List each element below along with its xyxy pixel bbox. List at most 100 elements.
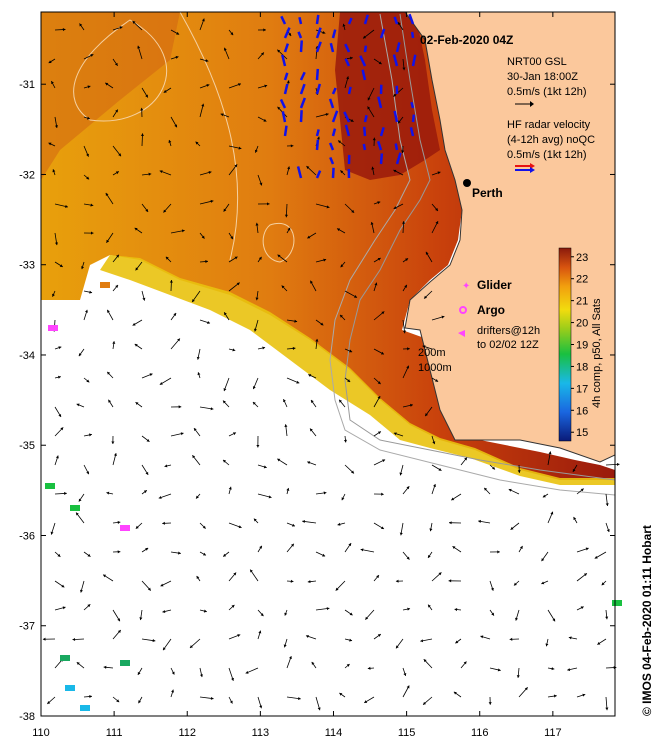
current-arrowhead bbox=[52, 293, 55, 297]
current-arrowhead bbox=[236, 282, 240, 286]
current-arrowhead bbox=[76, 403, 80, 407]
current-arrowhead bbox=[316, 136, 320, 140]
current-arrowhead bbox=[606, 529, 610, 533]
current-arrowhead bbox=[349, 638, 353, 642]
current-arrowhead bbox=[325, 112, 329, 116]
current-arrowhead bbox=[435, 379, 439, 382]
sst-cool-edge bbox=[100, 255, 615, 485]
current-arrowhead bbox=[114, 62, 118, 66]
current-arrowhead bbox=[497, 668, 501, 672]
current-arrowhead bbox=[90, 54, 94, 57]
current-arrowhead bbox=[90, 231, 94, 235]
current-arrowhead bbox=[347, 379, 351, 382]
radar-arrow bbox=[328, 142, 335, 151]
current-arrowhead bbox=[103, 574, 107, 578]
current-arrowhead bbox=[585, 547, 589, 551]
colorbar-tick-label: 22 bbox=[576, 274, 588, 286]
current-arrowhead bbox=[201, 103, 205, 107]
current-arrowhead bbox=[406, 365, 410, 369]
current-arrowhead bbox=[148, 172, 152, 176]
lon-tick-label: 112 bbox=[178, 727, 196, 739]
current-arrowhead bbox=[54, 125, 58, 128]
current-arrowhead bbox=[399, 532, 403, 536]
current-arrowhead bbox=[310, 428, 313, 432]
current-arrowhead bbox=[137, 671, 141, 675]
sst-left-warm bbox=[41, 12, 180, 180]
sst-isotherm bbox=[262, 222, 295, 263]
lat-tick-label: -31 bbox=[19, 79, 35, 91]
current-arrowhead bbox=[178, 405, 182, 409]
current-arrowhead bbox=[451, 497, 455, 501]
current-arrowhead bbox=[89, 290, 93, 294]
current-arrowhead bbox=[230, 236, 233, 240]
current-arrowhead bbox=[259, 545, 262, 549]
current-arrowhead bbox=[117, 618, 120, 622]
current-arrowhead bbox=[152, 639, 156, 643]
current-arrowhead bbox=[255, 297, 259, 301]
current-arrowhead bbox=[268, 495, 272, 499]
current-arrowhead bbox=[516, 675, 520, 678]
current-arrowhead bbox=[425, 413, 428, 417]
radar-arrow bbox=[379, 127, 385, 137]
current-arrowhead bbox=[454, 608, 458, 612]
current-arrowhead bbox=[397, 21, 401, 25]
current-arrowhead bbox=[286, 80, 290, 84]
radar-arrow bbox=[393, 110, 399, 123]
radar-arrow bbox=[279, 98, 287, 109]
current-arrowhead bbox=[195, 141, 199, 145]
lat-tick-label: -36 bbox=[19, 530, 35, 542]
glider-icon: ✦ bbox=[462, 281, 470, 292]
current-arrowhead bbox=[365, 616, 369, 620]
current-arrowhead bbox=[517, 470, 521, 473]
current-arrowhead bbox=[428, 604, 431, 608]
current-arrowhead bbox=[377, 396, 381, 400]
current-arrowhead bbox=[234, 256, 238, 260]
legend-model-line3: 0.5m/s (1kt 12h) bbox=[507, 86, 586, 98]
current-arrowhead bbox=[283, 399, 286, 403]
current-arrowhead bbox=[145, 208, 149, 212]
current-arrowhead bbox=[380, 526, 384, 529]
current-arrowhead bbox=[220, 113, 224, 117]
current-arrowhead bbox=[449, 521, 452, 525]
current-arrowhead bbox=[196, 495, 199, 499]
current-arrowhead bbox=[250, 569, 253, 573]
current-arrowhead bbox=[210, 199, 214, 203]
radar-arrow bbox=[379, 153, 384, 165]
current-arrowhead bbox=[252, 386, 256, 390]
current-arrowhead bbox=[158, 495, 162, 499]
current-arrowhead bbox=[223, 47, 227, 51]
current-vectors bbox=[42, 18, 620, 711]
current-arrowhead bbox=[423, 659, 427, 663]
current-arrowhead bbox=[86, 116, 90, 120]
radar-arrow bbox=[329, 156, 335, 165]
current-arrowhead bbox=[259, 182, 263, 186]
current-arrowhead bbox=[145, 471, 149, 475]
current-arrowhead bbox=[57, 553, 61, 557]
current-arrowhead bbox=[310, 280, 313, 284]
current-arrowhead bbox=[106, 491, 110, 495]
current-arrowhead bbox=[267, 202, 270, 206]
current-arrowhead bbox=[189, 645, 193, 648]
current-arrowhead bbox=[339, 692, 343, 696]
current-arrowhead bbox=[108, 399, 112, 403]
current-arrowhead bbox=[201, 235, 205, 239]
current-arrowhead bbox=[277, 49, 281, 53]
radar-arrow bbox=[411, 114, 416, 123]
current-arrowhead bbox=[406, 486, 410, 490]
current-arrowhead bbox=[286, 487, 290, 491]
radar-arrow bbox=[409, 127, 415, 137]
current-arrowhead bbox=[335, 587, 339, 591]
radar-arrow bbox=[395, 42, 401, 53]
radar-arrow bbox=[283, 83, 289, 95]
current-arrowhead bbox=[107, 309, 110, 313]
current-arrowhead bbox=[159, 170, 163, 174]
current-arrowhead bbox=[364, 700, 368, 703]
current-arrowhead bbox=[192, 299, 195, 303]
current-arrowhead bbox=[76, 512, 79, 516]
current-arrowhead bbox=[410, 403, 413, 407]
radar-arrow bbox=[299, 97, 307, 109]
current-arrowhead bbox=[340, 170, 344, 174]
current-arrowhead bbox=[137, 45, 141, 49]
current-arrowhead bbox=[234, 164, 238, 168]
current-arrowhead bbox=[260, 613, 264, 617]
